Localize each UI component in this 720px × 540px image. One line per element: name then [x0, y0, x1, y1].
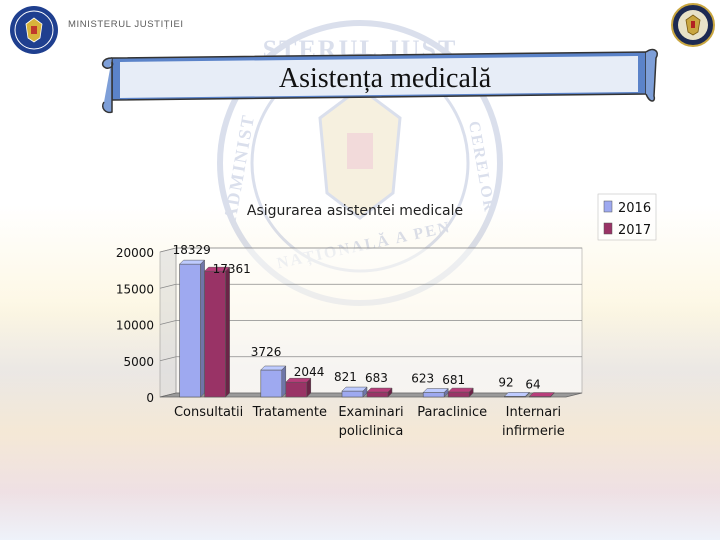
bar-2017-1 — [285, 381, 308, 398]
gridline-diagonal — [159, 247, 177, 253]
bar-side-2017-4 — [550, 391, 555, 398]
data-label: 92 — [498, 375, 513, 389]
bar-2017-3 — [447, 391, 470, 398]
bar-side-2016-0 — [200, 259, 205, 398]
gridline-diagonal — [159, 283, 177, 289]
chart-title: Asigurarea asistentei medicale — [247, 203, 463, 219]
data-label: 18329 — [173, 243, 211, 257]
y-tick-label: 20000 — [116, 246, 154, 260]
title-scroll-banner — [98, 42, 660, 116]
legend-swatch-2016 — [603, 200, 613, 213]
x-category-label: Consultatii — [174, 405, 243, 420]
legend-label: 2017 — [618, 223, 651, 238]
data-label: 17361 — [213, 262, 251, 276]
ministry-name: MINISTERUL JUSTIȚIEI — [68, 19, 184, 30]
bar-2016-1 — [260, 369, 283, 398]
data-label: 681 — [442, 373, 465, 387]
bar-side-2017-2 — [387, 387, 393, 398]
bar-2016-3 — [422, 392, 445, 398]
y-tick-label: 10000 — [116, 319, 154, 333]
bar-2016-2 — [341, 390, 364, 398]
x-category-label: policlinica — [339, 424, 404, 439]
bar-2017-2 — [366, 391, 389, 398]
y-tick-label: 5000 — [123, 355, 154, 369]
bar-side-2017-3 — [468, 387, 474, 398]
x-category-label: Examinari — [338, 405, 403, 420]
data-label: 3726 — [251, 345, 282, 359]
data-label: 64 — [525, 378, 540, 392]
bar-side-2016-4 — [525, 391, 530, 398]
legend-swatch-2017 — [603, 222, 613, 235]
gridline-diagonal — [159, 356, 177, 362]
data-label: 2044 — [294, 365, 325, 379]
agency-logo — [671, 3, 715, 47]
bar-side-2017-1 — [306, 377, 312, 398]
y-tick-label: 15000 — [116, 282, 154, 296]
government-logo — [10, 6, 58, 54]
slide-title: Asistența medicală — [278, 63, 492, 94]
legend-label: 2016 — [618, 201, 651, 216]
x-category-label: Paraclinice — [417, 405, 487, 420]
x-category-label: Tratamente — [252, 405, 327, 420]
x-category-label: infirmerie — [502, 424, 565, 439]
gridline-diagonal — [159, 320, 177, 325]
scroll-shape — [101, 48, 658, 114]
data-label: 821 — [334, 370, 357, 384]
data-label: 623 — [411, 371, 434, 385]
bar-side-2017-0 — [225, 266, 230, 398]
bar-side-2016-1 — [281, 365, 287, 398]
y-tick-label: 0 — [146, 391, 154, 405]
data-label: 683 — [365, 371, 388, 385]
bar-2016-0 — [179, 263, 201, 398]
x-category-label: Internari — [506, 405, 561, 420]
bar-2017-0 — [204, 270, 226, 398]
